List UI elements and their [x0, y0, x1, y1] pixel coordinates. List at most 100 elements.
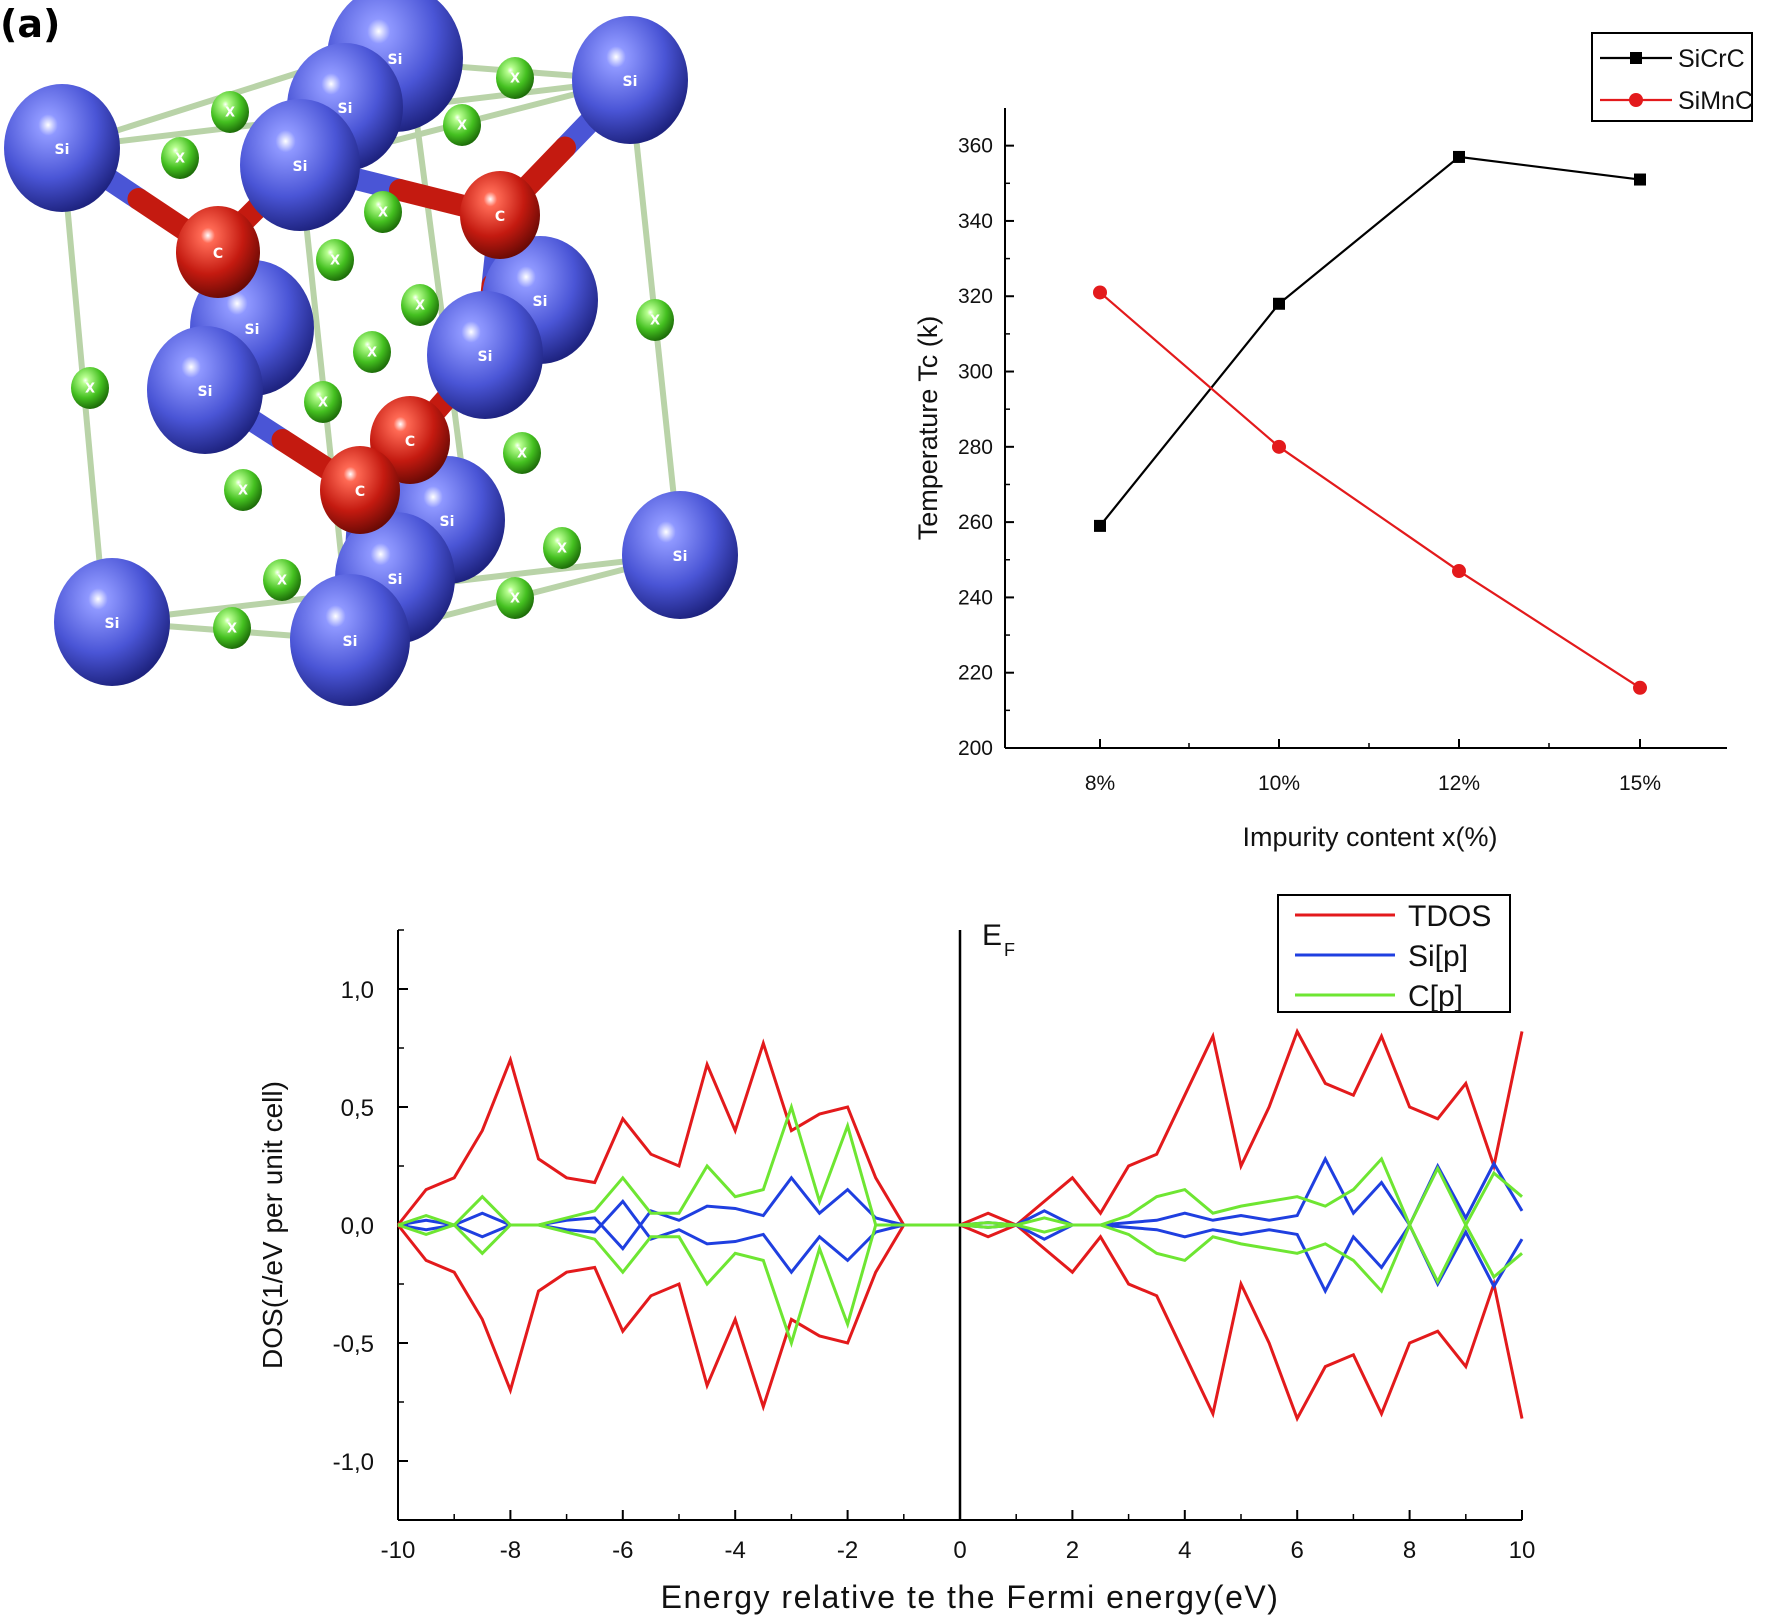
tc-legend-marker: [1629, 93, 1643, 107]
fermi-level-subscript: F: [1004, 940, 1015, 960]
x-atom: [543, 527, 581, 569]
x-atom: [316, 239, 354, 281]
si-atom-label: Si: [388, 572, 403, 588]
x-atom: [443, 104, 481, 146]
dos-x-tick-label: 8: [1403, 1537, 1416, 1564]
fermi-level-label: E: [982, 919, 1002, 952]
x-atom-label: X: [367, 346, 377, 361]
x-atom-label: X: [318, 396, 328, 411]
x-atom-label: X: [415, 299, 425, 314]
dos-x-tick-label: -2: [837, 1537, 858, 1564]
dos-y-tick-label: 0,5: [341, 1095, 374, 1122]
tc-legend-label: SiMnC: [1678, 87, 1753, 115]
tc-point-SiCrC: [1094, 519, 1106, 532]
dos-x-axis-title: Energy relative te the Fermi energy(eV): [661, 1579, 1280, 1615]
tc-x-tick-label: 8%: [1085, 772, 1115, 795]
dos-x-tick-label: -8: [500, 1537, 521, 1564]
tc-y-tick-label: 300: [958, 361, 993, 384]
cell-edge: [407, 67, 473, 533]
dos-x-tick-label: 4: [1178, 1537, 1191, 1564]
x-atom-label: X: [175, 152, 185, 167]
x-atom-label: X: [330, 254, 340, 269]
x-atom: [211, 91, 249, 133]
dos-y-tick-label: -1,0: [333, 1449, 374, 1476]
si-atom-label: Si: [343, 634, 358, 650]
dos-x-tick-label: -6: [612, 1537, 633, 1564]
tc-point-SiMnC: [1093, 285, 1107, 300]
si-atom: [54, 558, 170, 686]
tc-y-tick-label: 280: [958, 436, 993, 459]
x-atom: [364, 191, 402, 233]
dos-legend-label: TDOS: [1408, 900, 1491, 933]
c-atom-label: C: [495, 209, 505, 225]
si-atom-label: Si: [338, 101, 353, 117]
si-atom: [290, 574, 410, 706]
tc-y-tick-label: 200: [958, 737, 993, 760]
dos-series-down-C[p]: [397, 1221, 1523, 1348]
tc-point-SiMnC: [1452, 564, 1466, 579]
tc-point-SiCrC: [1273, 297, 1285, 310]
si-atom-label: Si: [440, 514, 455, 530]
dos-x-tick-label: 0: [953, 1537, 966, 1564]
x-atom: [224, 469, 262, 511]
si-atom-label: Si: [105, 616, 120, 632]
x-atom-label: X: [510, 592, 520, 607]
si-atom-label: Si: [198, 384, 213, 400]
x-atom: [401, 284, 439, 326]
x-atom: [263, 559, 301, 601]
tc-x-axis-title: Impurity content x(%): [1242, 822, 1497, 852]
tc-point-SiCrC: [1634, 173, 1646, 186]
si-atom: [622, 491, 738, 619]
tc-y-tick-label: 360: [958, 135, 993, 158]
x-atom: [304, 381, 342, 423]
tc-point-SiCrC: [1453, 150, 1465, 163]
tc-y-tick-label: 240: [958, 586, 993, 609]
x-atom: [71, 367, 109, 409]
x-atom-label: X: [378, 206, 388, 221]
dos-series-up-Si[p]: [397, 1155, 1524, 1251]
dos-series-up-TDOS: [396, 1027, 1524, 1227]
dos-x-tick-label: 2: [1066, 1537, 1079, 1564]
tc-x-tick-label: 10%: [1258, 772, 1300, 795]
dos-y-axis-title: DOS(1/eV per unit cell): [257, 1081, 288, 1369]
dos-series-down-TDOS: [396, 1223, 1524, 1423]
tc-x-tick-label: 12%: [1438, 772, 1480, 795]
x-atom-label: X: [227, 622, 237, 637]
c-atom-label: C: [213, 246, 223, 262]
c-atom: [460, 171, 540, 259]
si-atom: [572, 16, 688, 144]
c-atom: [176, 206, 260, 298]
tc-series-line-SiMnC: [1099, 291, 1641, 689]
c-atom-label: C: [355, 484, 365, 500]
x-atom-label: X: [517, 447, 527, 462]
tc-y-tick-label: 260: [958, 511, 993, 534]
x-atom: [503, 432, 541, 474]
dos-y-tick-label: 1,0: [341, 977, 374, 1004]
tc-y-axis-title: Temperature Tc (k): [913, 316, 943, 541]
x-atom: [353, 331, 391, 373]
tc-legend-marker: [1630, 52, 1642, 64]
dos-series-up-C[p]: [397, 1102, 1523, 1229]
tc-x-tick-label: 15%: [1619, 772, 1661, 795]
x-atom-label: X: [650, 314, 660, 329]
panel-label: (a): [0, 2, 61, 46]
tc-legend-box: [1591, 32, 1753, 122]
x-atom-label: X: [457, 119, 467, 134]
tc-y-tick-label: 220: [958, 662, 993, 685]
dos-x-tick-label: -4: [725, 1537, 746, 1564]
si-atom: [427, 291, 543, 419]
si-atom-label: Si: [623, 74, 638, 90]
dos-legend-box: [1277, 894, 1511, 1013]
si-atom-label: Si: [533, 294, 548, 310]
si-atom-label: Si: [55, 142, 70, 158]
x-atom-label: X: [277, 574, 287, 589]
si-atom-label: Si: [388, 52, 403, 68]
c-atom: [320, 446, 400, 534]
x-atom: [496, 577, 534, 619]
tc-point-SiMnC: [1272, 439, 1286, 454]
dos-x-tick-label: 6: [1291, 1537, 1304, 1564]
dos-x-tick-label: -10: [381, 1537, 416, 1564]
si-atom-label: Si: [293, 159, 308, 175]
dos-legend-label: C[p]: [1408, 980, 1463, 1013]
dos-series-down-Si[p]: [397, 1199, 1524, 1295]
